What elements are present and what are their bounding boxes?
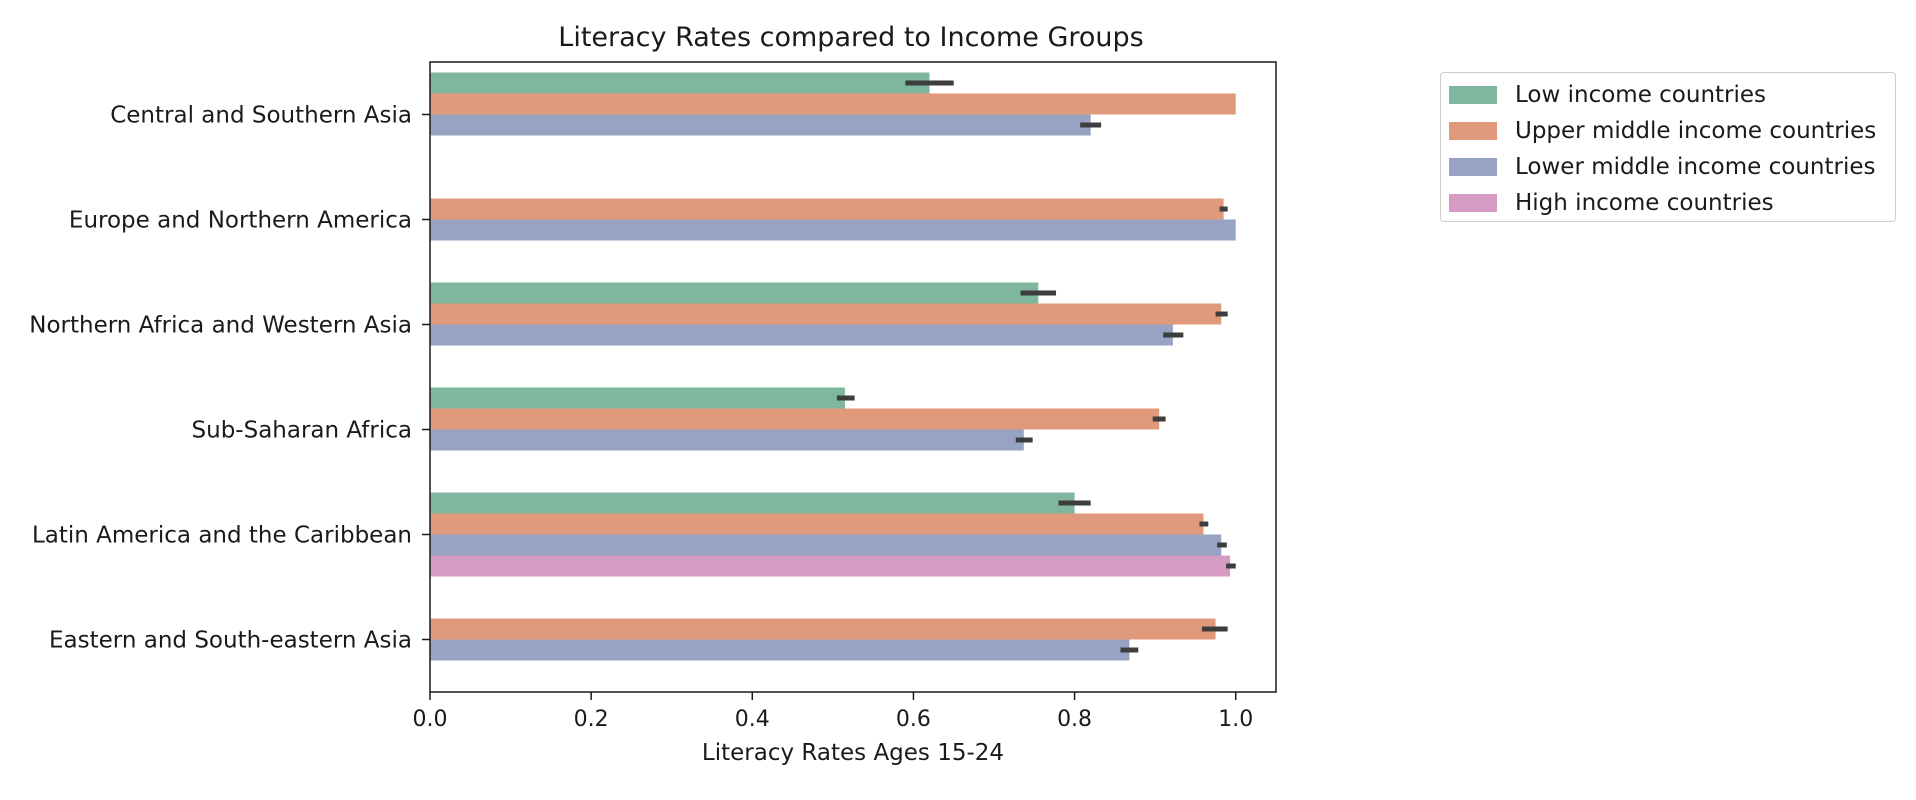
legend-label: Lower middle income countries	[1515, 154, 1876, 180]
bar	[430, 534, 1222, 556]
x-axis-label: Literacy Rates Ages 15-24	[702, 740, 1004, 766]
bar	[430, 555, 1231, 577]
chart-title: Literacy Rates compared to Income Groups	[558, 22, 1143, 53]
y-tick-label: Europe and Northern America	[69, 208, 412, 234]
legend-label: Upper middle income countries	[1515, 118, 1877, 144]
bar	[430, 618, 1216, 640]
legend-item: Low income countries	[1449, 81, 1766, 109]
bar	[430, 429, 1024, 451]
bar	[430, 93, 1236, 115]
bar	[430, 219, 1236, 241]
legend-swatch	[1449, 122, 1497, 140]
x-tick-label: 0.2	[574, 707, 609, 732]
bar	[430, 387, 845, 409]
legend-label: High income countries	[1515, 190, 1774, 216]
y-tick-label: Eastern and South-eastern Asia	[49, 628, 412, 654]
legend-item: Lower middle income countries	[1449, 153, 1875, 181]
x-tick-label: 0.0	[413, 707, 448, 732]
x-tick-label: 0.4	[735, 707, 770, 732]
legend-swatch	[1449, 158, 1497, 176]
bar	[430, 513, 1204, 535]
bar	[430, 198, 1224, 220]
bar	[430, 324, 1173, 346]
bar	[430, 72, 930, 94]
plot-area	[430, 72, 1236, 661]
legend-item: Upper middle income countries	[1449, 117, 1876, 145]
bar	[430, 282, 1039, 304]
x-tick-label: 0.6	[896, 707, 931, 732]
bar	[430, 639, 1130, 661]
x-tick-label: 1.0	[1218, 707, 1253, 732]
y-tick-label: Northern Africa and Western Asia	[29, 313, 412, 339]
bar	[430, 114, 1091, 136]
legend-swatch	[1449, 194, 1497, 212]
x-tick-label: 0.8	[1057, 707, 1092, 732]
plot-frame	[429, 61, 1277, 693]
bar	[430, 303, 1222, 325]
y-tick-label: Sub-Saharan Africa	[192, 418, 412, 444]
bar	[430, 492, 1075, 514]
y-tick-label: Latin America and the Caribbean	[32, 523, 412, 549]
bar	[430, 408, 1160, 430]
legend-swatch	[1449, 86, 1497, 104]
y-tick-label: Central and Southern Asia	[110, 103, 412, 129]
legend-label: Low income countries	[1515, 82, 1767, 108]
legend: Low income countries Upper middle income …	[1440, 72, 1896, 222]
legend-item: High income countries	[1449, 189, 1774, 217]
